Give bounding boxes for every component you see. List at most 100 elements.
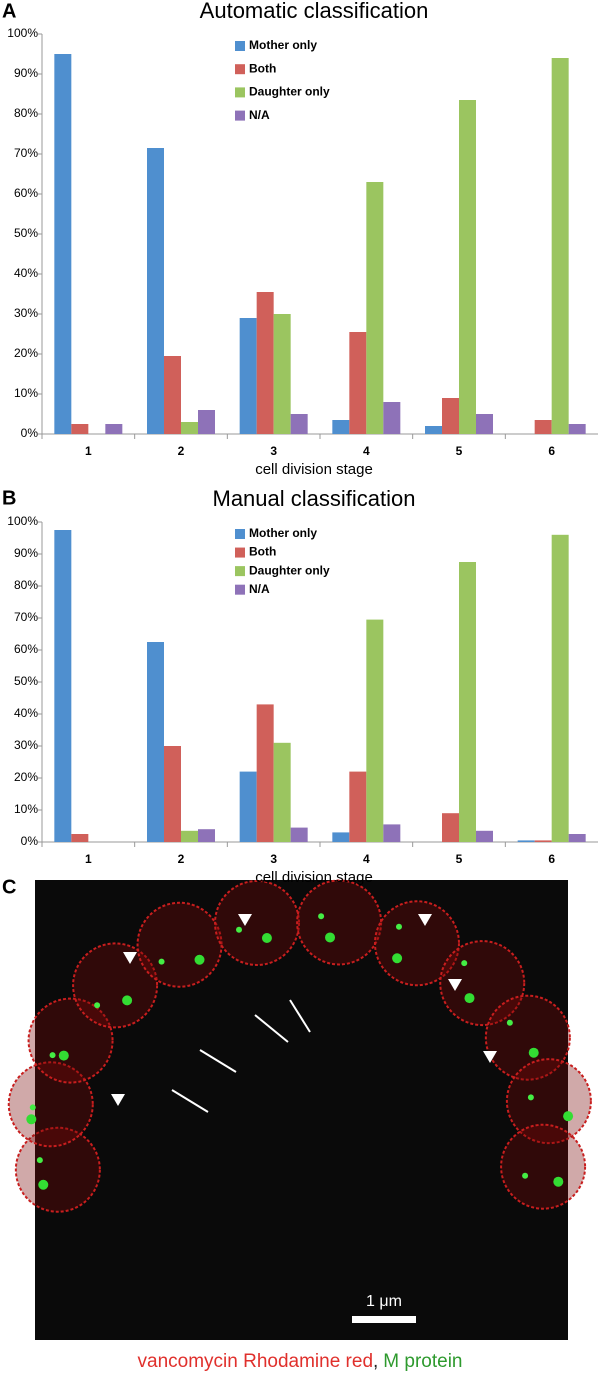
arrowhead [123,952,137,964]
arrowhead [483,1051,497,1063]
green-spot [236,926,243,933]
legend-swatch [235,41,245,51]
x-tick-label: 5 [456,444,463,458]
green-spot [58,1050,69,1061]
bar [164,356,181,434]
y-tick-label: 40% [14,266,38,280]
x-axis-label: cell division stage [255,461,373,478]
bar [568,834,586,842]
bar [383,402,401,434]
bar [273,314,291,434]
caption-comma: , [373,1351,378,1372]
green-spot [49,1052,56,1059]
bar [198,410,215,434]
y-tick-label: 80% [14,578,38,592]
x-tick-label: 1 [85,852,92,866]
bar [366,182,384,434]
bar [198,829,215,842]
bar [105,424,123,434]
green-spot [553,1176,564,1187]
legend-label: N/A [249,582,270,596]
scale-label: 1 μm [366,1293,402,1310]
cell [500,1123,587,1210]
bar [383,824,401,842]
bar [71,834,89,842]
arrow [171,1089,209,1113]
y-tick-label: 70% [14,146,38,160]
legend-label: Both [249,61,276,75]
bar [349,332,367,434]
bar [366,619,384,842]
bar [476,830,493,842]
green-spot [527,1094,534,1101]
bar [332,420,350,434]
y-tick-label: 80% [14,106,38,120]
arrowhead [418,914,432,926]
chart-title: Automatic classification [200,0,429,23]
bar [534,420,552,434]
green-spot [94,1002,101,1009]
y-tick-label: 50% [14,674,38,688]
legend-label: Both [249,545,276,559]
chart-title: Manual classification [213,486,416,511]
x-tick-label: 6 [548,444,555,458]
panel-label: A [2,0,16,22]
bar [147,148,164,434]
bar [332,832,350,842]
x-tick-label: 2 [178,444,185,458]
legend-label: N/A [249,108,270,122]
y-tick-label: 50% [14,226,38,240]
cell [136,901,223,988]
arrowhead [238,914,252,926]
y-tick-label: 90% [14,546,38,560]
green-spot [522,1172,529,1179]
green-spot [325,932,336,943]
x-tick-label: 5 [456,852,463,866]
bar [181,422,198,434]
bar [442,813,459,842]
y-tick-label: 20% [14,770,38,784]
arrow [199,1049,237,1073]
green-spot [563,1111,574,1122]
y-tick-label: 0% [21,834,39,848]
bar [349,771,367,842]
panel-label: B [2,487,16,509]
green-spot [26,1114,37,1125]
legend-label: Mother only [249,526,317,540]
cell [7,1061,94,1148]
y-tick-label: 30% [14,738,38,752]
legend-swatch [235,584,245,595]
cell [214,879,301,966]
green-spot [158,958,165,965]
legend-swatch [235,87,245,98]
x-tick-label: 6 [548,852,555,866]
green-spot [528,1047,539,1058]
x-tick-label: 4 [363,444,370,458]
cell [505,1058,592,1145]
green-spot [461,960,468,967]
bar [239,318,257,434]
scale-bar [352,1316,416,1323]
arrow [254,1014,289,1043]
green-spot [194,954,205,965]
x-tick-label: 3 [270,444,277,458]
bar [273,742,291,842]
panel-label: C [2,876,16,898]
y-tick-label: 30% [14,306,38,320]
cells [7,879,592,1213]
green-spot [395,923,402,930]
arrowhead [111,1094,125,1106]
bar [164,746,181,842]
legend-swatch [235,64,245,75]
bar [442,398,459,434]
cell [296,879,383,966]
bar [54,530,72,842]
bar [551,534,569,842]
caption-red: vancomycin Rhodamine red [138,1351,374,1372]
x-tick-label: 2 [178,852,185,866]
green-spot [38,1179,49,1190]
y-tick-label: 10% [14,802,38,816]
bar [147,642,164,842]
